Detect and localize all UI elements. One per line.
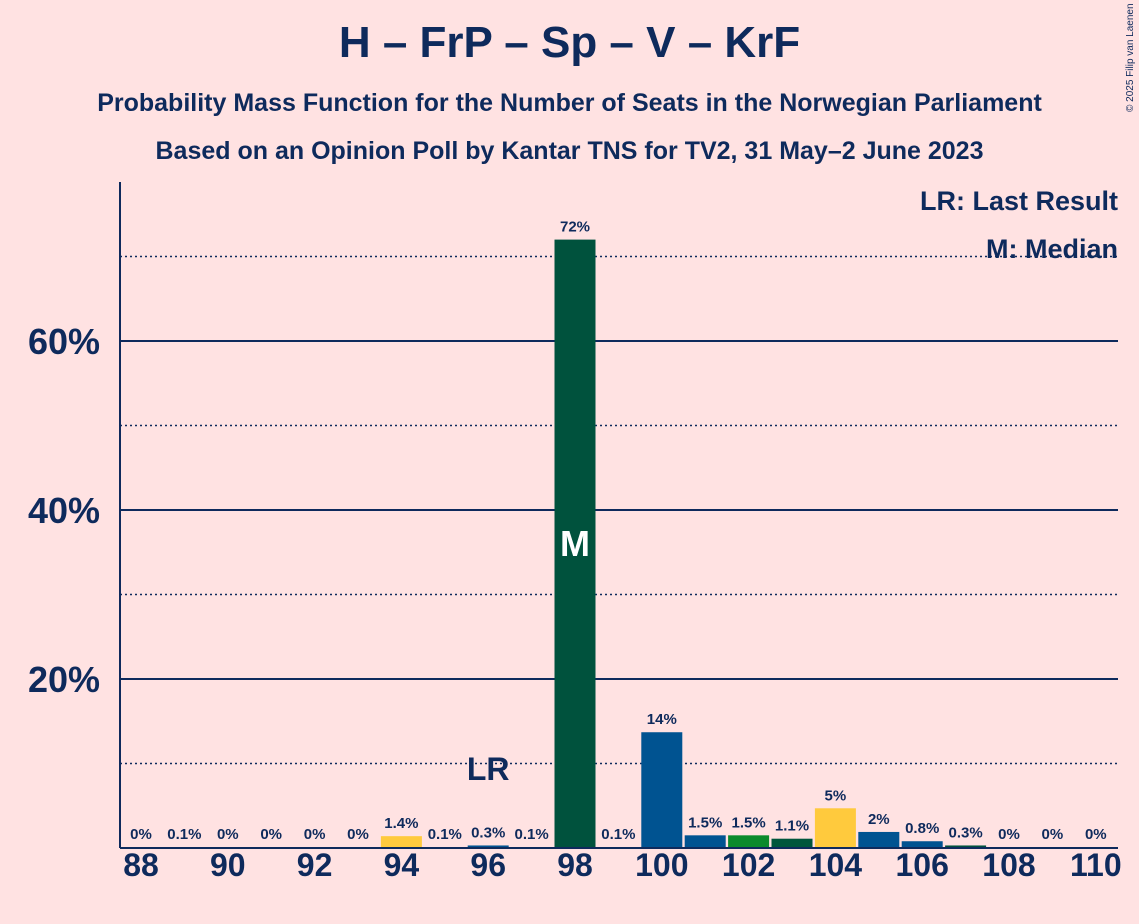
- bar-value-label: 1.5%: [731, 814, 765, 831]
- bar-value-label: 0%: [1085, 826, 1107, 843]
- gridlines: [120, 255, 1118, 765]
- chart-title: H – FrP – Sp – V – KrF: [338, 18, 801, 67]
- x-tick-label: 106: [896, 847, 949, 883]
- x-tick-label: 90: [210, 847, 246, 883]
- last-result-marker: LR: [467, 751, 510, 787]
- bar-value-label: 5%: [825, 787, 847, 804]
- bar-value-label: 1.5%: [688, 814, 722, 831]
- bar-96: [467, 845, 509, 848]
- x-tick-label: 98: [557, 847, 593, 883]
- bar-102: [728, 835, 770, 848]
- bar-labels: 0% 0.1% 0% 0% 0% 0% 1.4% 0.1% 0.3% 0.1% 72% 0.1% 14%…: [130, 219, 1106, 844]
- bars: [163, 239, 987, 849]
- bar-value-label: 0%: [260, 826, 282, 843]
- axes: 20% 40% 60% 88 90 92 94 96 98 100 102 104 106 108 110: [28, 182, 1122, 883]
- legend-entry: M: Median: [986, 234, 1118, 264]
- bar-value-label: 0.8%: [905, 820, 939, 837]
- x-tick-label: 110: [1070, 847, 1122, 883]
- bar-value-label: 72%: [560, 219, 590, 236]
- x-tick-label: 108: [982, 847, 1035, 883]
- x-tick-label: 88: [123, 847, 159, 883]
- bar-107: [945, 845, 987, 848]
- bar-100: [641, 732, 683, 848]
- bar-103: [771, 838, 813, 848]
- bar-value-label: 0%: [998, 826, 1020, 843]
- bar-value-label: 0.1%: [428, 826, 462, 843]
- bar-value-label: 1.4%: [384, 815, 418, 832]
- bar-98: [554, 239, 596, 849]
- bar-value-label: 0%: [1042, 826, 1064, 843]
- bar-value-label: 0%: [304, 826, 326, 843]
- bar-value-label: 0.1%: [601, 826, 635, 843]
- bar-value-label: 1.1%: [775, 818, 809, 835]
- y-tick-label: 40%: [28, 490, 100, 531]
- bar-106: [901, 841, 943, 848]
- y-tick-label: 20%: [28, 659, 100, 700]
- bar-value-label: 0%: [130, 826, 152, 843]
- median-marker: M: [560, 523, 590, 564]
- bar-value-label: 0.3%: [471, 824, 505, 841]
- chart-source-subtitle: Based on an Opinion Poll by Kantar TNS f…: [155, 137, 984, 165]
- bar-101: [684, 835, 726, 848]
- x-tick-label: 96: [470, 847, 506, 883]
- x-tick-label: 102: [722, 847, 775, 883]
- bar-105: [858, 831, 900, 848]
- bar-94: [380, 836, 422, 848]
- legend: LR: Last Result M: Median: [920, 186, 1118, 264]
- bar-value-label: 0.1%: [514, 826, 548, 843]
- bar-value-label: 14%: [647, 711, 677, 728]
- bar-value-label: 2%: [868, 811, 890, 828]
- bar-value-label: 0.3%: [948, 824, 982, 841]
- x-tick-label: 94: [384, 847, 420, 883]
- bar-104: [814, 808, 856, 848]
- y-tick-label: 60%: [28, 321, 100, 362]
- x-tick-label: 104: [809, 847, 863, 883]
- legend-entry: LR: Last Result: [920, 186, 1118, 216]
- chart-subtitle: Probability Mass Function for the Number…: [97, 89, 1042, 117]
- bar-value-label: 0%: [217, 826, 239, 843]
- x-tick-label: 100: [635, 847, 688, 883]
- bar-value-label: 0.1%: [167, 826, 201, 843]
- x-tick-label: 92: [297, 847, 333, 883]
- bar-value-label: 0%: [347, 826, 369, 843]
